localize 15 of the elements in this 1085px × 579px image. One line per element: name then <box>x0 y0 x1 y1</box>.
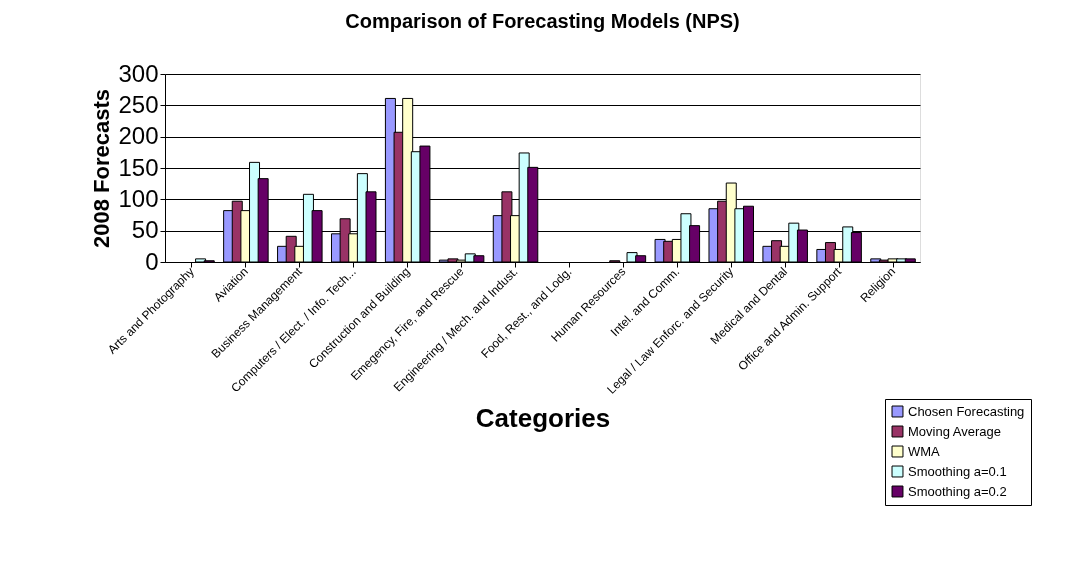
legend-label: Smoothing a=0.1 <box>908 463 1007 479</box>
y-tick-label: 200 <box>118 122 159 150</box>
y-tick-label: 100 <box>118 184 159 212</box>
y-tick-label: 300 <box>118 59 159 87</box>
y-tick-label: 150 <box>118 153 159 181</box>
x-axis-title: Categories <box>475 402 611 433</box>
legend-label: WMA <box>908 443 941 459</box>
legend-label: Moving Average <box>908 423 1001 439</box>
legend-label: Chosen Forecasting <box>908 403 1025 419</box>
legend-label: Smoothing a=0.2 <box>908 483 1007 499</box>
y-axis-title: 2008 Forecasts <box>89 89 115 248</box>
y-tick-label: 50 <box>131 216 159 244</box>
y-tick-label: 250 <box>118 90 159 118</box>
y-tick-label: 0 <box>145 247 159 275</box>
chart-title: Comparison of Forecasting Models (NPS) <box>345 10 740 32</box>
